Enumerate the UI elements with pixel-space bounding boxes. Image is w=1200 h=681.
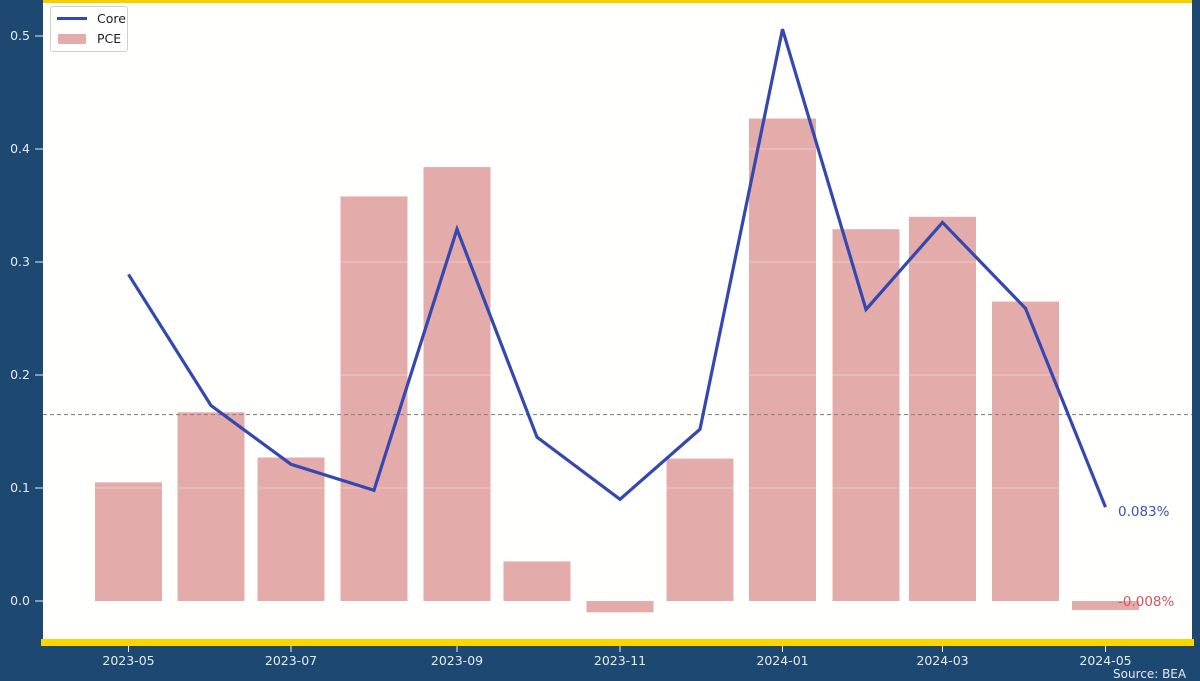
y-tick-label: 0.4 bbox=[10, 141, 30, 156]
legend-label-pce: PCE bbox=[97, 31, 122, 46]
pce-bar bbox=[503, 561, 571, 601]
pce-bar bbox=[666, 458, 734, 601]
x-axis-band bbox=[41, 639, 1194, 646]
pce-bar bbox=[423, 167, 491, 601]
y-tick-label: 0.0 bbox=[10, 593, 30, 608]
pce-bar bbox=[95, 482, 162, 601]
x-tick-label: 2023-11 bbox=[593, 653, 647, 668]
pce-bar bbox=[586, 601, 654, 613]
legend-item-pce: PCE bbox=[57, 31, 121, 46]
legend-item-core: Core bbox=[57, 11, 126, 26]
pce-bar bbox=[909, 216, 976, 602]
source-note: Source: BEA bbox=[1113, 667, 1187, 681]
pce-last-value-label: -0.008% bbox=[1118, 594, 1175, 610]
y-tick-label: 0.5 bbox=[10, 28, 30, 43]
legend-label-core: Core bbox=[97, 11, 126, 26]
x-tick-label: 2023-05 bbox=[102, 653, 155, 668]
x-tick-label: 2024-01 bbox=[756, 653, 809, 668]
x-tick-label: 2023-07 bbox=[264, 653, 318, 668]
y-tick-label: 0.2 bbox=[10, 367, 30, 382]
bar-swatch-icon bbox=[58, 33, 86, 44]
title-band bbox=[43, 0, 1192, 3]
pce-bar bbox=[992, 301, 1059, 601]
x-tick-label: 2023-09 bbox=[430, 653, 484, 668]
x-tick-label: 2024-03 bbox=[916, 653, 969, 668]
core-last-value-label: 0.083% bbox=[1118, 504, 1170, 520]
core-line bbox=[127, 28, 1107, 508]
y-tick-label: 0.3 bbox=[10, 254, 30, 269]
pce-bar bbox=[1072, 601, 1139, 611]
pce-bar bbox=[749, 118, 816, 602]
x-tick-label: 2024-05 bbox=[1079, 653, 1132, 668]
pce-bar bbox=[177, 412, 245, 601]
pce-bar bbox=[257, 457, 325, 601]
legend: Core PCE bbox=[50, 6, 128, 52]
y-tick-label: 0.1 bbox=[10, 480, 30, 495]
pce-bar bbox=[340, 196, 408, 601]
line-swatch-icon bbox=[57, 17, 87, 20]
